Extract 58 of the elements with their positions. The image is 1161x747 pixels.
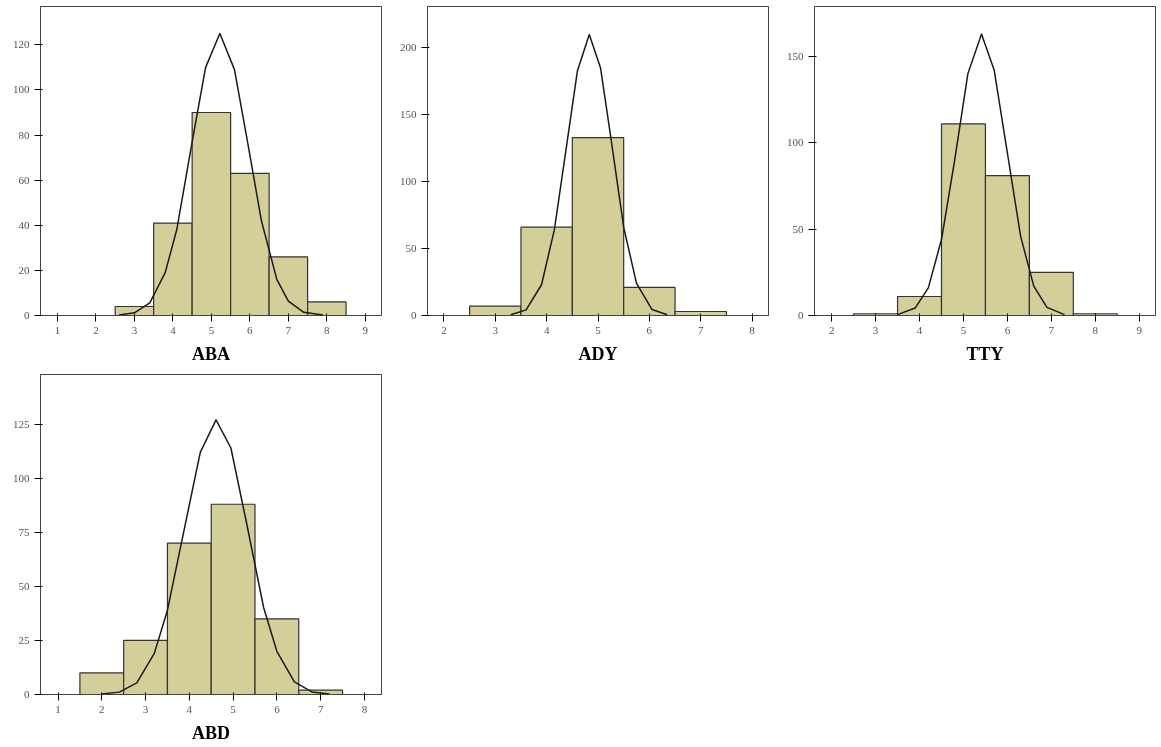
x-tick-label: 9 (1136, 323, 1143, 336)
x-tick-label: 2 (99, 702, 105, 715)
x-tick-label: 7 (697, 323, 704, 336)
y-tick-label: 200 (400, 41, 417, 54)
x-tick-label: 8 (324, 323, 331, 336)
y-tick-label: 150 (400, 108, 417, 121)
x-tick-label: 3 (872, 323, 879, 336)
y-tick-label: 50 (405, 242, 417, 255)
text: ADY (578, 343, 618, 364)
x-tick-label: 4 (186, 702, 193, 715)
x-tick-label: 6 (646, 323, 653, 336)
x-tick-label: 2 (93, 323, 99, 336)
y-tick-label: 0 (24, 309, 30, 321)
x-tick-label: 3 (142, 702, 149, 715)
x-tick-label: 4 (170, 323, 177, 336)
y-tick-label: 50 (18, 579, 30, 592)
x-tick-label: 7 (317, 702, 324, 715)
x-tick-label: 8 (1092, 323, 1099, 336)
y-tick-label: 120 (13, 38, 30, 51)
x-tick-label: 4 (916, 323, 923, 336)
x-tick-label: 2 (828, 323, 835, 336)
x-tick-label: 5 (208, 323, 215, 336)
x-tick-label: 6 (1004, 323, 1011, 336)
x-tick-label: 2 (441, 323, 447, 336)
x-tick-label: 6 (247, 323, 254, 336)
y-tick-label: 20 (18, 263, 30, 276)
x-tick-label: 5 (960, 323, 967, 336)
text: ABD (192, 722, 231, 743)
y-tick-label: 125 (13, 417, 30, 430)
x-tick-label: 1 (55, 702, 61, 715)
y-tick-label: 75 (18, 525, 30, 538)
x-tick-label: 1 (54, 323, 61, 336)
y-tick-label: 0 (411, 309, 417, 321)
y-tick-label: 100 (787, 136, 804, 149)
x-tick-label: 7 (1048, 323, 1055, 336)
y-tick-label: 100 (13, 471, 30, 484)
x-tick-label: 5 (230, 702, 237, 715)
y-tick-label: 80 (18, 128, 30, 141)
text: ABA (192, 343, 231, 364)
y-tick-label: 60 (18, 173, 30, 186)
x-tick-label: 4 (543, 323, 550, 336)
x-tick-label: 5 (595, 323, 602, 336)
x-tick-label: 8 (749, 323, 756, 336)
y-tick-label: 150 (787, 50, 804, 63)
text: TTY (966, 343, 1004, 364)
x-tick-label: 3 (492, 323, 499, 336)
y-tick-label: 0 (24, 688, 30, 700)
y-tick-label: 25 (18, 633, 30, 646)
y-tick-label: 40 (18, 218, 30, 231)
y-tick-label: 50 (792, 222, 804, 235)
x-tick-label: 8 (361, 702, 368, 715)
x-tick-label: 9 (362, 323, 369, 336)
x-tick-label: 6 (274, 702, 281, 715)
x-tick-label: 3 (131, 323, 138, 336)
y-tick-label: 100 (400, 175, 417, 188)
y-tick-label: 0 (798, 309, 804, 321)
x-tick-label: 7 (285, 323, 292, 336)
y-tick-label: 100 (13, 83, 30, 96)
